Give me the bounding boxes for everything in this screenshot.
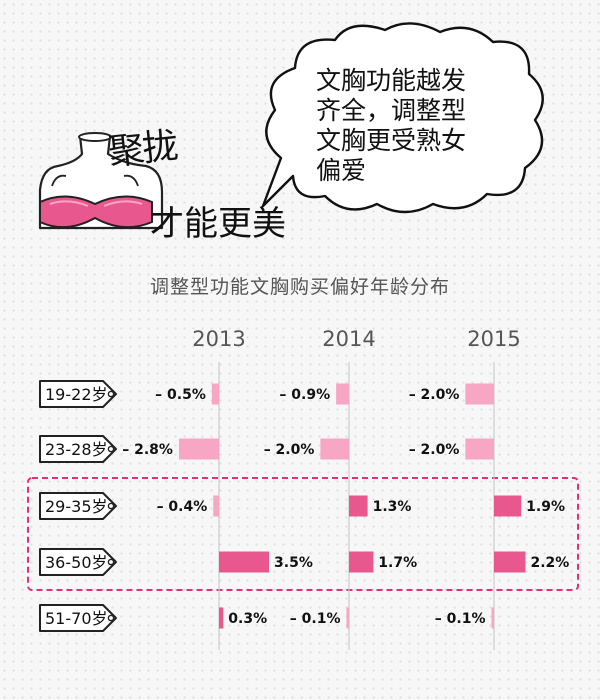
tag-hole-icon — [107, 558, 115, 566]
bar — [465, 438, 494, 460]
headline-line-2: 才能更美 — [150, 204, 286, 244]
category-label: 36-50岁 — [45, 553, 108, 572]
year-header-2013: 2013 — [192, 327, 245, 351]
category-tag — [39, 604, 117, 632]
category-tag — [39, 548, 117, 576]
tag-hole-icon — [107, 502, 115, 510]
bar — [491, 607, 494, 629]
category-tag — [39, 435, 117, 463]
tag-hole-icon — [107, 445, 115, 453]
bar — [494, 551, 526, 573]
data-label: – 2.0% — [409, 387, 460, 403]
data-label: – 0.9% — [279, 387, 330, 403]
data-label: – 0.4% — [157, 499, 208, 515]
data-label: – 2.8% — [122, 442, 173, 458]
bar — [213, 495, 219, 517]
year-header-2014: 2014 — [322, 327, 375, 351]
data-label: 1.9% — [526, 499, 565, 515]
bar — [349, 495, 368, 517]
category-label: 23-28岁 — [45, 440, 108, 459]
data-label: – 2.0% — [264, 442, 315, 458]
year-header-2015: 2015 — [467, 327, 520, 351]
bar — [465, 383, 494, 405]
bar — [320, 438, 349, 460]
bubble-line-2: 齐全，调整型 — [316, 96, 467, 125]
headline-line-1: 聚拢 — [106, 125, 179, 174]
bar — [349, 551, 374, 573]
category-label: 51-70岁 — [45, 609, 108, 628]
data-label: 1.7% — [378, 555, 417, 571]
data-label: 2.2% — [530, 555, 569, 571]
tag-hole-icon — [107, 614, 115, 622]
bar — [211, 383, 219, 405]
data-label: 3.5% — [274, 555, 313, 571]
category-label: 19-22岁 — [45, 385, 108, 404]
bubble-line-1: 文胸功能越发 — [316, 66, 467, 95]
bar — [219, 551, 270, 573]
data-label: – 0.5% — [155, 387, 206, 403]
bubble-line-4: 偏爱 — [316, 156, 367, 185]
data-label: – 2.0% — [409, 442, 460, 458]
category-tag — [39, 492, 117, 520]
bar — [336, 383, 349, 405]
bar — [494, 495, 522, 517]
category-label: 29-35岁 — [45, 497, 108, 516]
bar — [346, 607, 349, 629]
bar — [178, 438, 219, 460]
data-label: – 0.1% — [290, 611, 341, 627]
bubble-line-3: 文胸更受熟女 — [316, 126, 467, 155]
tag-hole-icon — [107, 390, 115, 398]
data-label: – 0.1% — [435, 611, 486, 627]
highlight-box — [27, 477, 579, 591]
data-label: 1.3% — [373, 499, 412, 515]
speech-bubble — [261, 22, 544, 214]
chart-title: 调整型功能文胸购买偏好年龄分布 — [149, 276, 450, 298]
category-tag — [39, 380, 117, 408]
data-label: 0.3% — [228, 611, 267, 627]
bust-illustration-icon — [38, 132, 164, 230]
bar — [219, 607, 224, 629]
bar-chart: 2013 2014 2015 19-22岁 23-28岁 29-35岁 36-50岁 51-7… — [27, 327, 579, 650]
